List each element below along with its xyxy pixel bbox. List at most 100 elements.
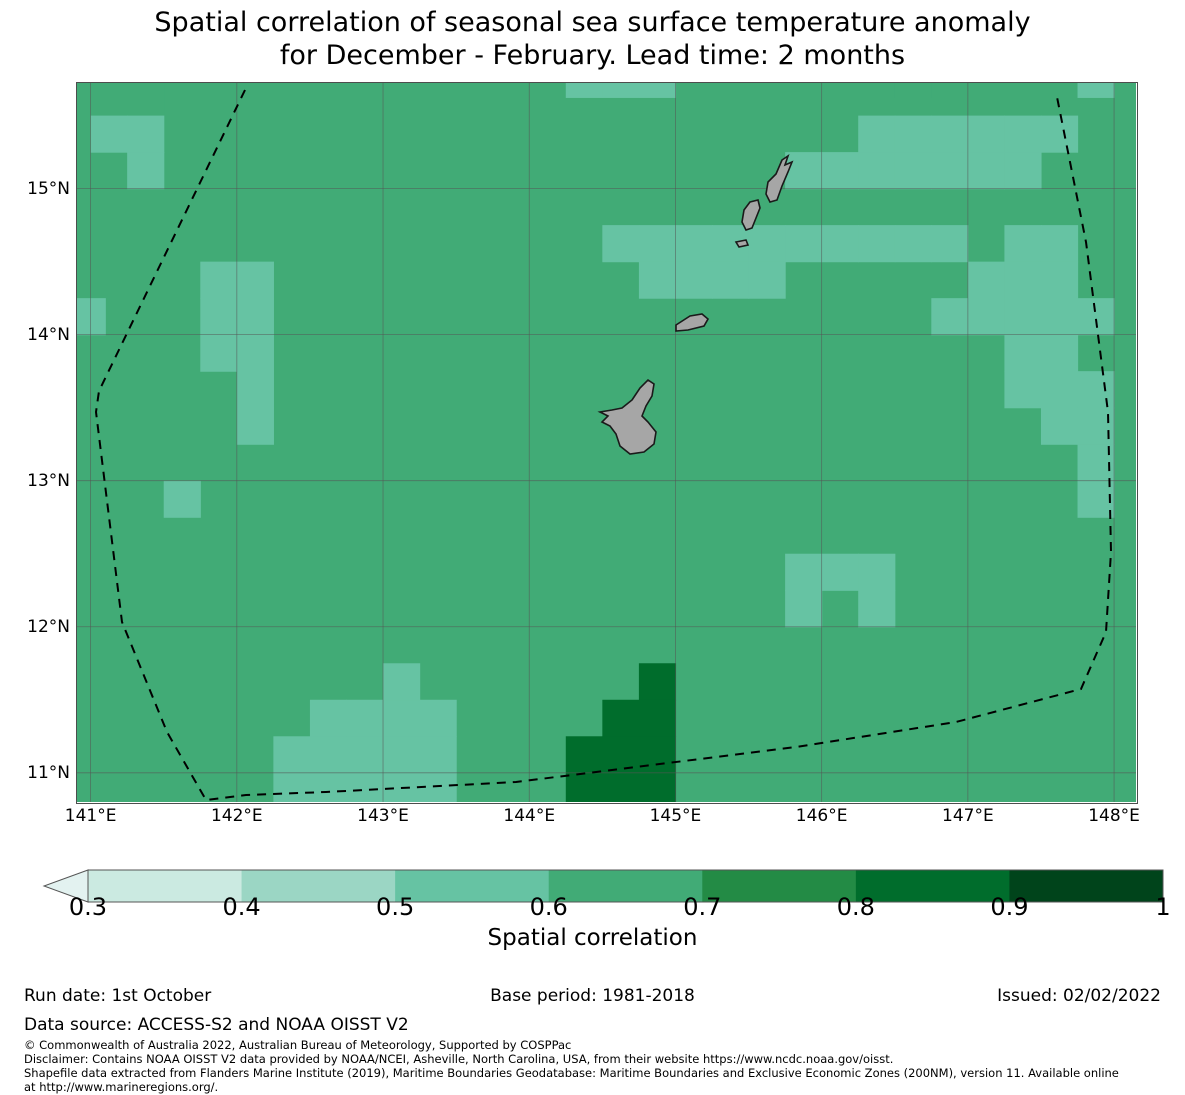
- heatmap-cell: [383, 736, 421, 774]
- island-rota: [675, 313, 710, 332]
- heatmap-cell: [894, 115, 932, 153]
- heatmap-cell: [785, 553, 823, 591]
- map-overlay: [94, 89, 1113, 802]
- page-title: Spatial correlation of seasonal sea surf…: [154, 7, 1031, 71]
- longitude-tick-label: 144°E: [503, 806, 556, 826]
- longitude-tick-label: 141°E: [64, 806, 117, 826]
- longitude-tick-label: 148°E: [1088, 806, 1140, 826]
- heatmap-cell: [602, 772, 640, 802]
- heatmap-cell: [1040, 225, 1079, 263]
- colorbar-tick-label: 0.3: [68, 893, 108, 921]
- heatmap-cell: [821, 225, 859, 263]
- base-period-text: Base period: 1981-2018: [490, 986, 695, 1006]
- latitude-tick-label: 15°N: [27, 178, 70, 199]
- island-tinian: [741, 199, 761, 231]
- heatmap-cell: [1040, 115, 1079, 153]
- heatmap-cell: [90, 115, 128, 153]
- heatmap-cell: [638, 736, 677, 774]
- heatmap-cell: [1004, 152, 1042, 190]
- heatmap-cell: [931, 225, 969, 263]
- latitude-tick-label: 13°N: [27, 470, 70, 491]
- heatmap-cell: [931, 298, 969, 336]
- shapefile-attribution-text: Shapefile data extracted from Flanders M…: [24, 1066, 1119, 1080]
- heatmap-cell: [163, 480, 201, 518]
- latitude-tick-label: 14°N: [27, 324, 70, 345]
- heatmap-cell: [602, 225, 640, 263]
- heatmap-cell: [602, 736, 640, 774]
- colorbar-tick-label: 0.9: [990, 893, 1029, 921]
- heatmap-cell: [894, 152, 932, 190]
- island-saipan: [765, 154, 794, 203]
- colorbar-tick-label: 0.7: [683, 893, 722, 921]
- heatmap-cell: [236, 261, 274, 299]
- heatmap-cell: [894, 82, 932, 98]
- heatmap-cell: [1040, 371, 1079, 409]
- heatmap-cell: [894, 225, 932, 263]
- heatmap-cell: [1004, 334, 1042, 372]
- heatmap-cell: [1077, 371, 1115, 409]
- colorbar-outline: [87, 869, 1164, 903]
- heatmap-cell: [127, 82, 165, 117]
- heatmap-cell: [638, 225, 677, 263]
- heatmap-cell: [638, 82, 677, 98]
- latitude-tick-label: 11°N: [27, 762, 70, 783]
- heatmap-cell: [675, 225, 713, 263]
- colorbar-tick-label: 0.4: [222, 893, 261, 921]
- heatmap-cell: [273, 736, 311, 774]
- colorbar-tick-label: 0.5: [376, 893, 415, 921]
- colorbar: [0, 852, 1185, 952]
- heatmap-cell: [858, 225, 896, 263]
- island-guam: [597, 378, 657, 455]
- heatmap-cell: [638, 261, 677, 299]
- colorbar-band: [241, 870, 396, 902]
- colorbar-tick-label: 1: [1155, 893, 1171, 921]
- sst-correlation-heatmap: [76, 82, 1136, 802]
- heatmap-cell: [602, 699, 640, 737]
- heatmap-cell: [638, 663, 677, 701]
- heatmap-cell: [1077, 298, 1115, 336]
- heatmap-cell: [236, 371, 274, 409]
- eez-boundary-line: [94, 89, 1113, 802]
- colorbar-gradient: [42, 869, 1164, 903]
- heatmap-cell: [858, 152, 896, 190]
- heatmap-cell: [236, 334, 274, 372]
- heatmap-cell: [200, 298, 238, 336]
- heatmap-cell: [748, 225, 786, 263]
- heatmap-cell: [858, 115, 896, 153]
- longitude-tick-label: 146°E: [795, 806, 848, 826]
- colorbar-band: [1009, 870, 1164, 902]
- disclaimer-text: Disclaimer: Contains NOAA OISST V2 data …: [24, 1052, 894, 1066]
- heatmap-cell: [383, 663, 421, 701]
- longitude-tick-label: 147°E: [942, 806, 994, 826]
- heatmap-cell: [967, 298, 1006, 336]
- latitude-axis: 15°N 14°N 13°N 12°N 11°N: [0, 0, 70, 1095]
- heatmap-cell: [785, 225, 823, 263]
- run-date-text: Run date: 1st October: [24, 986, 212, 1006]
- latitude-tick-label: 12°N: [27, 616, 70, 637]
- colorbar-band: [395, 870, 550, 902]
- heatmap-cell: [383, 699, 421, 737]
- colorbar-tick-label: 0.8: [836, 893, 875, 921]
- heatmap-cell: [1040, 334, 1079, 372]
- heatmap-cell: [967, 152, 1006, 190]
- heatmap-cell: [1077, 480, 1115, 518]
- data-source-text: Data source: ACCESS-S2 and NOAA OISST V2: [24, 1015, 409, 1035]
- heatmap-cell: [821, 152, 859, 190]
- heatmap-cell: [1004, 371, 1042, 409]
- heatmap-cell: [127, 115, 165, 153]
- longitude-tick-label: 142°E: [210, 806, 263, 826]
- heatmap-cell: [309, 736, 348, 774]
- heatmap-cell: [821, 553, 859, 591]
- heatmap-cell: [419, 736, 457, 774]
- heatmap-cell: [712, 261, 750, 299]
- heatmap-cell: [1040, 298, 1079, 336]
- heatmap-cell: [236, 407, 274, 445]
- heatmap-cell: [785, 590, 823, 628]
- heatmap-cell: [127, 152, 165, 190]
- heatmap-cell: [931, 152, 969, 190]
- heatmap-cell: [236, 298, 274, 336]
- heatmap-cell: [1040, 407, 1079, 445]
- heatmap-cell: [967, 261, 1006, 299]
- heatmap-cell: [638, 772, 677, 802]
- heatmap-cell: [346, 699, 384, 737]
